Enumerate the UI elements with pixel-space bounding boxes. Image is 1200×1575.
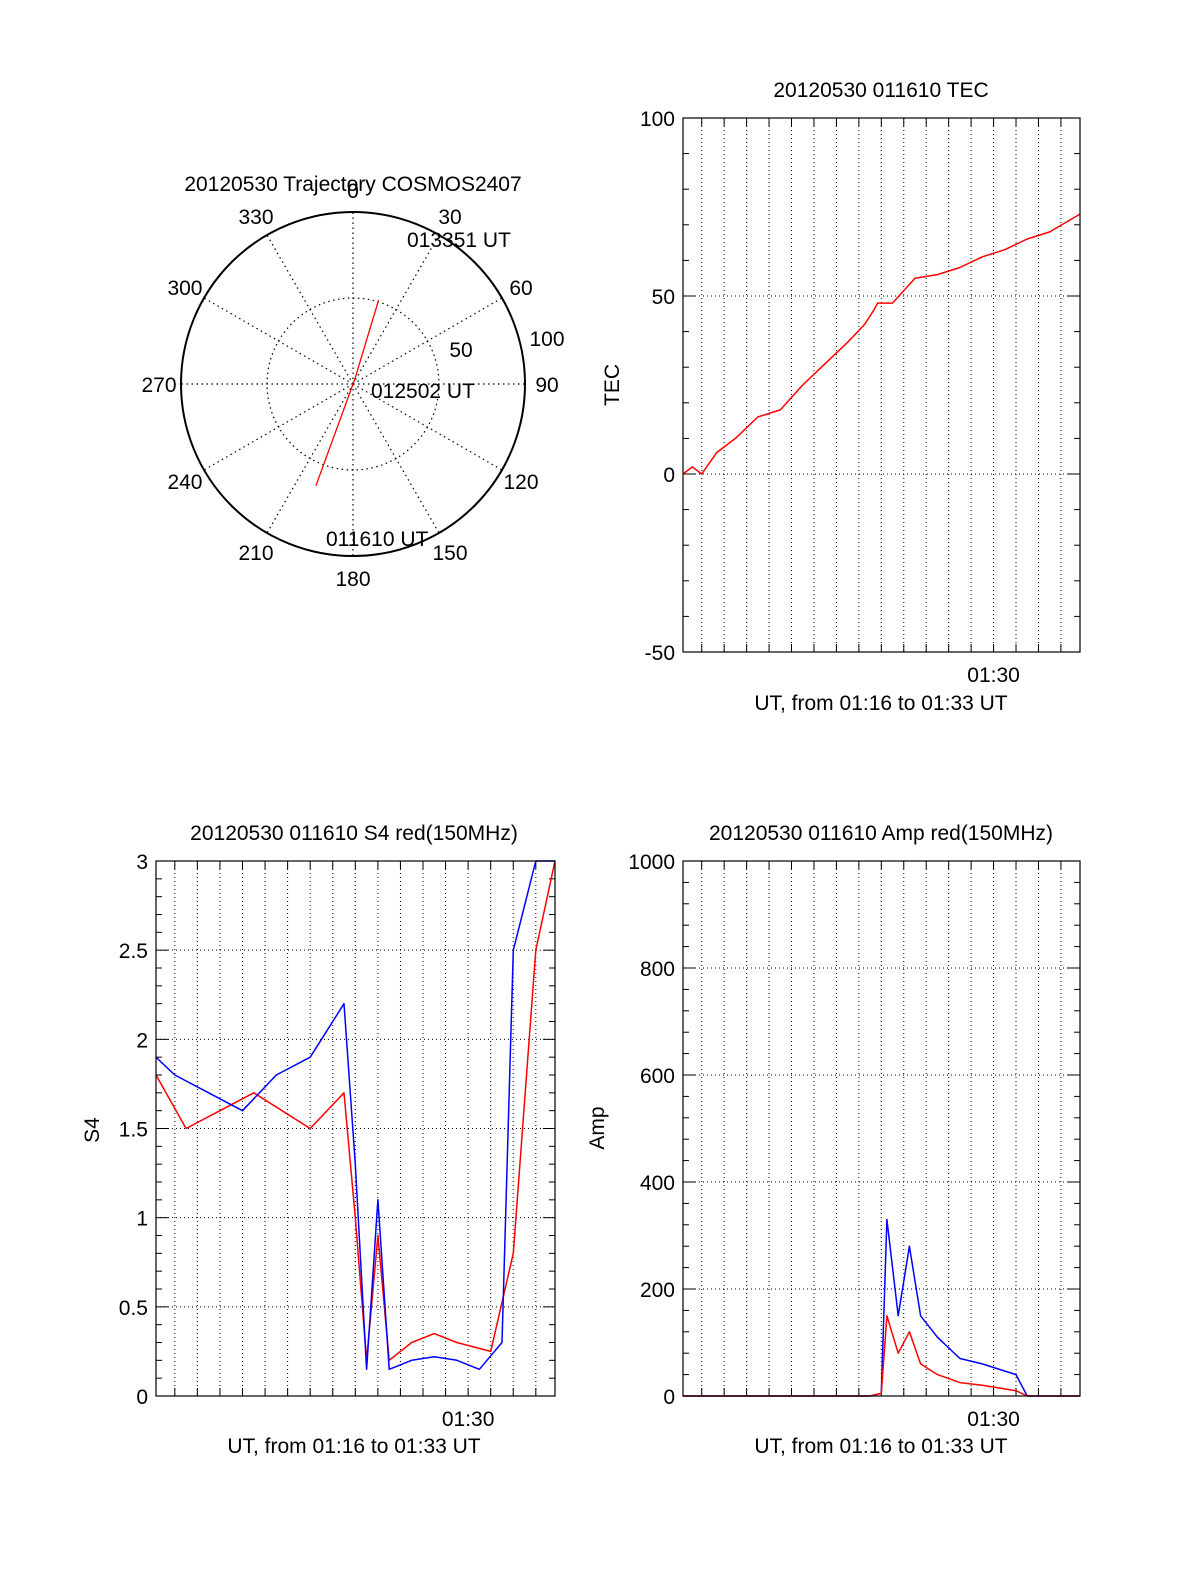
amp-panel: 20120530 011610 Amp red(150MHz) 0 200 400 6… xyxy=(586,822,1081,1458)
polar-spoke xyxy=(352,234,440,385)
polar-angle-label: 270 xyxy=(141,374,176,397)
polar-panel: 20120530 Trajectory COSMOS2407 0 30 60 90 12… xyxy=(141,173,564,591)
polar-angle-label: 120 xyxy=(503,471,538,494)
y-tick-label: 400 xyxy=(640,1172,675,1195)
polar-spoke xyxy=(266,383,354,534)
polar-radial-label: 100 xyxy=(529,328,564,351)
x-tick-label: 01:30 xyxy=(967,1408,1020,1431)
y-tick-label: 2.5 xyxy=(119,940,148,963)
polar-radial-labels: 50 100 xyxy=(449,328,564,362)
tec-x-axis-label: UT, from 01:16 to 01:33 UT xyxy=(754,692,1007,715)
y-tick-label: 600 xyxy=(640,1065,675,1088)
polar-angle-label: 180 xyxy=(335,568,370,591)
polar-trajectory-labels: 011610 UT 012502 UT 013351 UT xyxy=(326,229,511,551)
s4-x-axis-label: UT, from 01:16 to 01:33 UT xyxy=(227,1435,480,1458)
x-tick-label: 01:30 xyxy=(967,664,1020,687)
y-tick-label: 1 xyxy=(136,1208,148,1231)
series-line xyxy=(155,860,555,1371)
series-line xyxy=(682,213,1081,475)
y-tick-label: -50 xyxy=(645,642,675,665)
polar-angle-label: 300 xyxy=(167,277,202,300)
polar-angle-label: 330 xyxy=(238,206,273,229)
polar-angle-label: 90 xyxy=(535,374,558,397)
s4-title: 20120530 011610 S4 red(150MHz) xyxy=(190,822,518,845)
trajectory-label-end: 013351 UT xyxy=(407,229,511,252)
polar-spoke xyxy=(203,383,354,471)
amp-y-axis-label: Amp xyxy=(586,1106,609,1149)
s4-y-axis-label: S4 xyxy=(81,1117,104,1143)
plot-frame xyxy=(682,860,1081,1397)
polar-grid xyxy=(180,211,526,557)
y-tick-label: 3 xyxy=(136,851,148,874)
s4-panel: 20120530 011610 S4 red(150MHz) 0 0.5 1 1.5 2… xyxy=(81,822,556,1458)
polar-spoke xyxy=(266,234,354,385)
polar-trajectory xyxy=(315,299,380,487)
y-tick-label: 0 xyxy=(663,1386,675,1409)
y-tick-label: 2 xyxy=(136,1029,148,1052)
x-tick-label: 01:30 xyxy=(442,1408,495,1431)
polar-spoke xyxy=(352,297,503,385)
amp-plot-area: 0 200 400 600 800 1000 01:30 xyxy=(628,851,1081,1431)
polar-angle-label: 150 xyxy=(432,542,467,565)
y-tick-label: 50 xyxy=(652,286,675,309)
polar-spoke xyxy=(352,383,440,534)
y-tick-label: 0 xyxy=(663,464,675,487)
tec-title: 20120530 011610 TEC xyxy=(773,79,988,102)
amp-title: 20120530 011610 Amp red(150MHz) xyxy=(709,822,1053,845)
y-tick-label: 100 xyxy=(640,108,675,131)
y-tick-label: 200 xyxy=(640,1279,675,1302)
series-line xyxy=(683,1315,1080,1397)
polar-angle-label: 210 xyxy=(238,542,273,565)
polar-angle-label: 240 xyxy=(167,471,202,494)
amp-x-axis-label: UT, from 01:16 to 01:33 UT xyxy=(754,1435,1007,1458)
polar-angle-label: 30 xyxy=(438,206,461,229)
plot-frame xyxy=(682,117,1081,653)
plot-frame xyxy=(155,860,556,1397)
polar-outer-circle xyxy=(180,211,526,557)
polar-radial-label: 50 xyxy=(449,339,472,362)
trajectory-label-start: 011610 UT xyxy=(326,528,429,551)
y-tick-label: 0.5 xyxy=(119,1297,148,1320)
y-tick-label: 1.5 xyxy=(119,1119,148,1142)
series-line xyxy=(155,860,556,1362)
polar-spoke xyxy=(203,297,354,385)
y-tick-label: 0 xyxy=(136,1386,148,1409)
y-tick-label: 800 xyxy=(640,958,675,981)
polar-angle-label: 60 xyxy=(509,277,532,300)
polar-angle-labels: 0 30 60 90 120 150 180 210 240 270 300 330 xyxy=(141,180,558,591)
trajectory-line xyxy=(315,299,380,487)
polar-angle-label: 0 xyxy=(347,180,359,203)
tec-panel: 20120530 011610 TEC -50 0 50 100 01:30 UT, f… xyxy=(601,79,1081,715)
trajectory-label-mid: 012502 UT xyxy=(371,380,475,403)
y-tick-label: 1000 xyxy=(628,851,675,874)
polar-title: 20120530 Trajectory COSMOS2407 xyxy=(184,173,521,196)
tec-y-axis-label: TEC xyxy=(601,364,624,406)
polar-ring xyxy=(266,297,440,471)
tec-plot-area: -50 0 50 100 01:30 xyxy=(640,108,1081,687)
s4-plot-area: 0 0.5 1 1.5 2 2.5 3 01:30 xyxy=(119,851,556,1431)
